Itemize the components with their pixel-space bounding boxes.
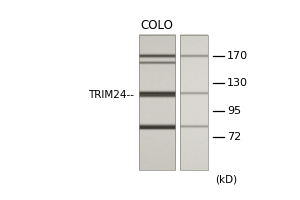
Text: 72: 72 (227, 132, 241, 142)
Bar (181, 35, 208, 170)
Bar (139, 35, 175, 170)
Text: COLO: COLO (140, 19, 173, 32)
Text: 130: 130 (227, 78, 248, 88)
Text: 170: 170 (227, 51, 248, 61)
Text: (kD): (kD) (215, 175, 238, 185)
Text: TRIM24--: TRIM24-- (88, 90, 134, 100)
Text: 95: 95 (227, 106, 241, 116)
